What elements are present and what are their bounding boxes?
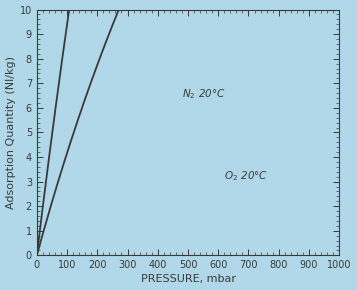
Text: O$_2$ 20°C: O$_2$ 20°C	[224, 169, 268, 183]
Text: N$_2$ 20°C: N$_2$ 20°C	[182, 87, 226, 101]
X-axis label: PRESSURE, mbar: PRESSURE, mbar	[141, 274, 236, 284]
Y-axis label: Adsorption Quantity (Nl/kg): Adsorption Quantity (Nl/kg)	[6, 56, 16, 209]
